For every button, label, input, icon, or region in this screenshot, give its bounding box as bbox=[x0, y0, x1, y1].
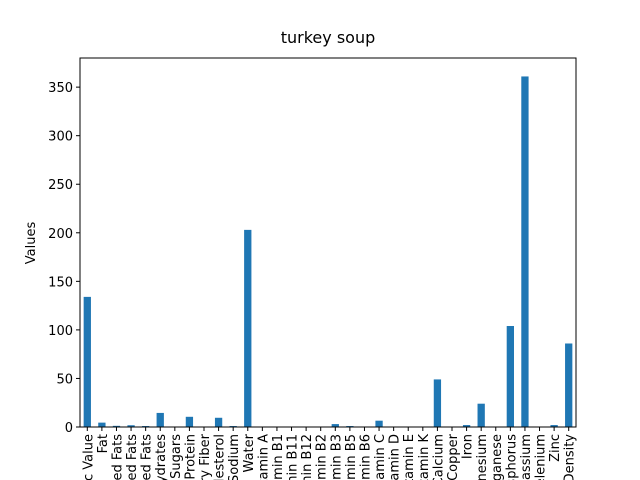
x-tick-label: Phosphorus bbox=[504, 434, 519, 480]
x-tick-label: Iron bbox=[461, 434, 476, 459]
y-tick-label: 250 bbox=[48, 178, 73, 193]
x-tick-label: Dietary Fiber bbox=[198, 433, 213, 480]
bar bbox=[156, 412, 164, 427]
x-tick-label: Monounsaturated Fats bbox=[125, 434, 140, 480]
x-tick-label: Fat bbox=[96, 434, 111, 453]
x-tick-label: Caloric Value bbox=[81, 434, 96, 480]
bar bbox=[112, 425, 121, 427]
x-tick-label: Vitamin A bbox=[256, 434, 271, 480]
bar bbox=[477, 403, 485, 427]
x-tick-label: Selenium bbox=[534, 434, 549, 480]
x-tick-label: Vitamin E bbox=[402, 434, 417, 480]
y-tick-label: 350 bbox=[48, 81, 73, 96]
bar bbox=[331, 424, 339, 427]
plot-frame bbox=[79, 57, 577, 428]
y-tick-label: 100 bbox=[48, 324, 73, 339]
x-tick-label: Vitamin C bbox=[373, 434, 388, 480]
x-tick-label: Sugars bbox=[169, 434, 184, 479]
y-tick-label: 0 bbox=[65, 421, 73, 436]
x-tick-label: Polyunsaturated Fats bbox=[140, 434, 155, 480]
bar bbox=[214, 417, 223, 427]
x-tick-label: Calcium bbox=[431, 434, 446, 480]
bar bbox=[433, 379, 442, 427]
x-tick-label: Copper bbox=[446, 433, 461, 480]
bar bbox=[83, 296, 91, 427]
y-axis-label: Values bbox=[24, 222, 39, 265]
x-tick-label: Water bbox=[242, 433, 257, 472]
x-tick-label: Vitamin B12 bbox=[300, 434, 315, 480]
x-tick-label: Cholesterol bbox=[213, 434, 228, 480]
x-tick-label: Vitamin B2 bbox=[315, 434, 330, 480]
x-tick-label: Manganese bbox=[490, 434, 505, 480]
x-tick-label: Vitamin K bbox=[417, 434, 432, 480]
y-tick-label: 150 bbox=[48, 275, 73, 290]
x-tick-label: Vitamin B1 bbox=[271, 434, 286, 480]
x-tick-label: Potassium bbox=[519, 434, 534, 480]
x-tick-label: Vitamin D bbox=[388, 434, 403, 480]
chart-title: turkey soup bbox=[281, 28, 376, 47]
bar bbox=[127, 425, 135, 427]
x-tick-label: Sodium bbox=[227, 434, 242, 480]
bar bbox=[550, 425, 558, 427]
bar bbox=[462, 425, 471, 427]
x-tick-label: Vitamin B5 bbox=[344, 434, 359, 480]
bar bbox=[244, 229, 252, 427]
bar bbox=[185, 416, 194, 427]
x-tick-label: Protein bbox=[183, 434, 198, 480]
y-tick-label: 200 bbox=[48, 227, 73, 242]
x-tick-label: Carbohydrates bbox=[154, 434, 169, 480]
x-tick-label: Nutrition Density bbox=[563, 434, 578, 480]
y-tick-label: 300 bbox=[48, 130, 73, 145]
bar bbox=[565, 343, 573, 427]
y-tick-label: 50 bbox=[56, 372, 73, 387]
x-tick-label: Zinc bbox=[548, 434, 563, 462]
bar bbox=[521, 76, 529, 427]
bar bbox=[506, 326, 514, 427]
x-tick-label: Vitamin B3 bbox=[329, 434, 344, 480]
bar bbox=[98, 422, 106, 427]
bar bbox=[375, 420, 383, 427]
x-tick-label: Saturated Fats bbox=[110, 434, 125, 480]
x-tick-label: Magnesium bbox=[475, 434, 490, 480]
x-tick-label: Vitamin B11 bbox=[286, 434, 301, 480]
x-tick-label: Vitamin B6 bbox=[358, 434, 373, 480]
